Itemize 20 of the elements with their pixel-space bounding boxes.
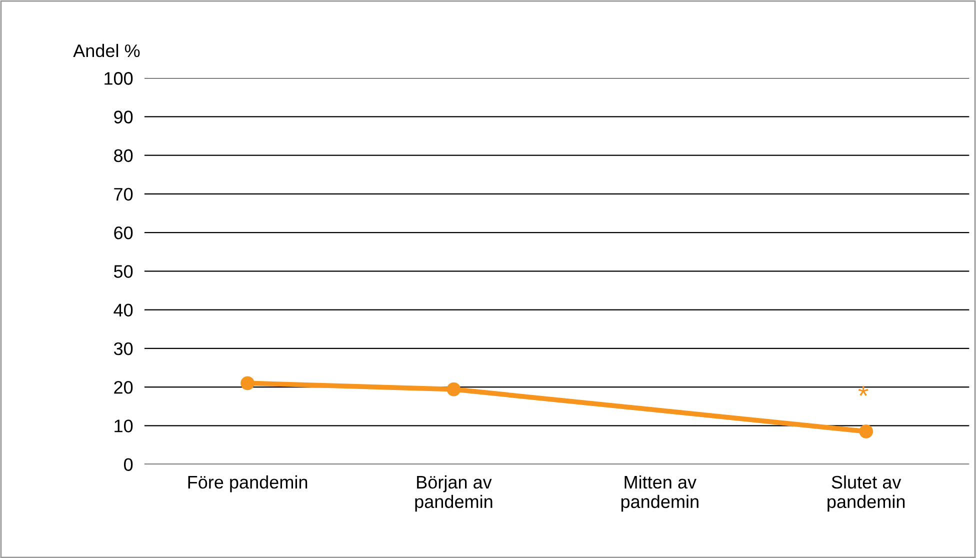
y-tick-label: 100 <box>104 72 133 85</box>
y-tick-label: 0 <box>124 458 133 471</box>
x-tick-label: Slutet av pandemin <box>828 475 905 512</box>
y-tick-label: 90 <box>114 110 133 124</box>
x-tick-label: Mitten av pandemin <box>621 475 698 512</box>
y-tick-label: 60 <box>114 226 133 240</box>
point <box>240 376 254 390</box>
y-tick-label: 70 <box>114 188 133 201</box>
y-axis-title: Andel % <box>73 44 140 58</box>
annotation: * <box>858 386 868 396</box>
x-tick-label: Före pandemin <box>188 475 308 492</box>
y-tick-label: 10 <box>114 420 133 432</box>
point <box>859 424 874 438</box>
point <box>446 382 461 396</box>
y-tick-label: 50 <box>114 265 133 278</box>
y-tick-label: 20 <box>114 380 133 394</box>
x-tick-label: Början av pandemin <box>415 475 492 512</box>
y-tick-label: 40 <box>114 304 133 317</box>
y-tick-label: 80 <box>114 149 133 162</box>
y-tick-label: 30 <box>114 342 133 356</box>
